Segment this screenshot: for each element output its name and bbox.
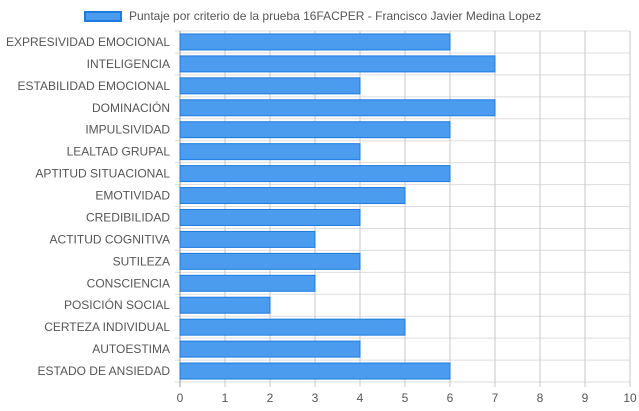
category-label: INTELIGENCIA	[87, 57, 170, 71]
legend-label: Puntaje por criterio de la prueba 16FACP…	[129, 9, 542, 23]
bar[interactable]	[179, 340, 361, 358]
bar[interactable]	[179, 33, 451, 51]
x-tick-label: 3	[312, 391, 319, 405]
bar[interactable]	[179, 165, 451, 183]
bar[interactable]	[179, 143, 361, 161]
legend-swatch	[84, 10, 122, 22]
bar[interactable]	[179, 77, 361, 95]
bar[interactable]	[179, 99, 496, 117]
x-tick-label: 5	[402, 391, 409, 405]
bar[interactable]	[179, 318, 406, 336]
category-label: POSICIÓN SOCIAL	[64, 297, 170, 312]
category-label: CERTEZA INDIVIDUAL	[44, 320, 170, 334]
x-tick-label: 7	[492, 391, 499, 405]
category-label: EMOTIVIDAD	[95, 189, 170, 203]
bar[interactable]	[179, 274, 316, 292]
x-tick-label: 6	[447, 391, 454, 405]
category-label: LEALTAD GRUPAL	[67, 145, 171, 159]
category-label: ESTABILIDAD EMOCIONAL	[18, 79, 171, 93]
x-tick-label: 2	[267, 391, 274, 405]
category-label: DOMINACIÓN	[92, 100, 170, 115]
bar[interactable]	[179, 208, 361, 226]
category-label: CONSCIENCIA	[87, 276, 170, 290]
x-tick-label: 4	[357, 391, 364, 405]
bar[interactable]	[179, 296, 271, 314]
bar[interactable]	[179, 362, 451, 380]
category-label: EXPRESIVIDAD EMOCIONAL	[6, 35, 170, 49]
category-label: CREDIBILIDAD	[86, 210, 170, 224]
chart-legend[interactable]: Puntaje por criterio de la prueba 16FACP…	[84, 7, 541, 25]
x-tick-label: 1	[222, 391, 229, 405]
x-tick-label: 0	[177, 391, 184, 405]
bar[interactable]	[179, 121, 451, 139]
x-tick-label: 9	[582, 391, 589, 405]
category-label: IMPULSIVIDAD	[85, 123, 170, 137]
bar[interactable]	[179, 187, 406, 205]
bar[interactable]	[179, 55, 496, 73]
category-label: SUTILEZA	[113, 254, 170, 268]
x-tick-label: 10	[623, 391, 637, 405]
bar[interactable]	[179, 252, 361, 270]
category-label: APTITUD SITUACIONAL	[35, 167, 170, 181]
category-label: AUTOESTIMA	[92, 342, 170, 356]
x-tick-label: 8	[537, 391, 544, 405]
bar[interactable]	[179, 230, 316, 248]
category-label: ACTITUD COGNITIVA	[50, 232, 170, 246]
category-label: ESTADO DE ANSIEDAD	[38, 364, 171, 378]
